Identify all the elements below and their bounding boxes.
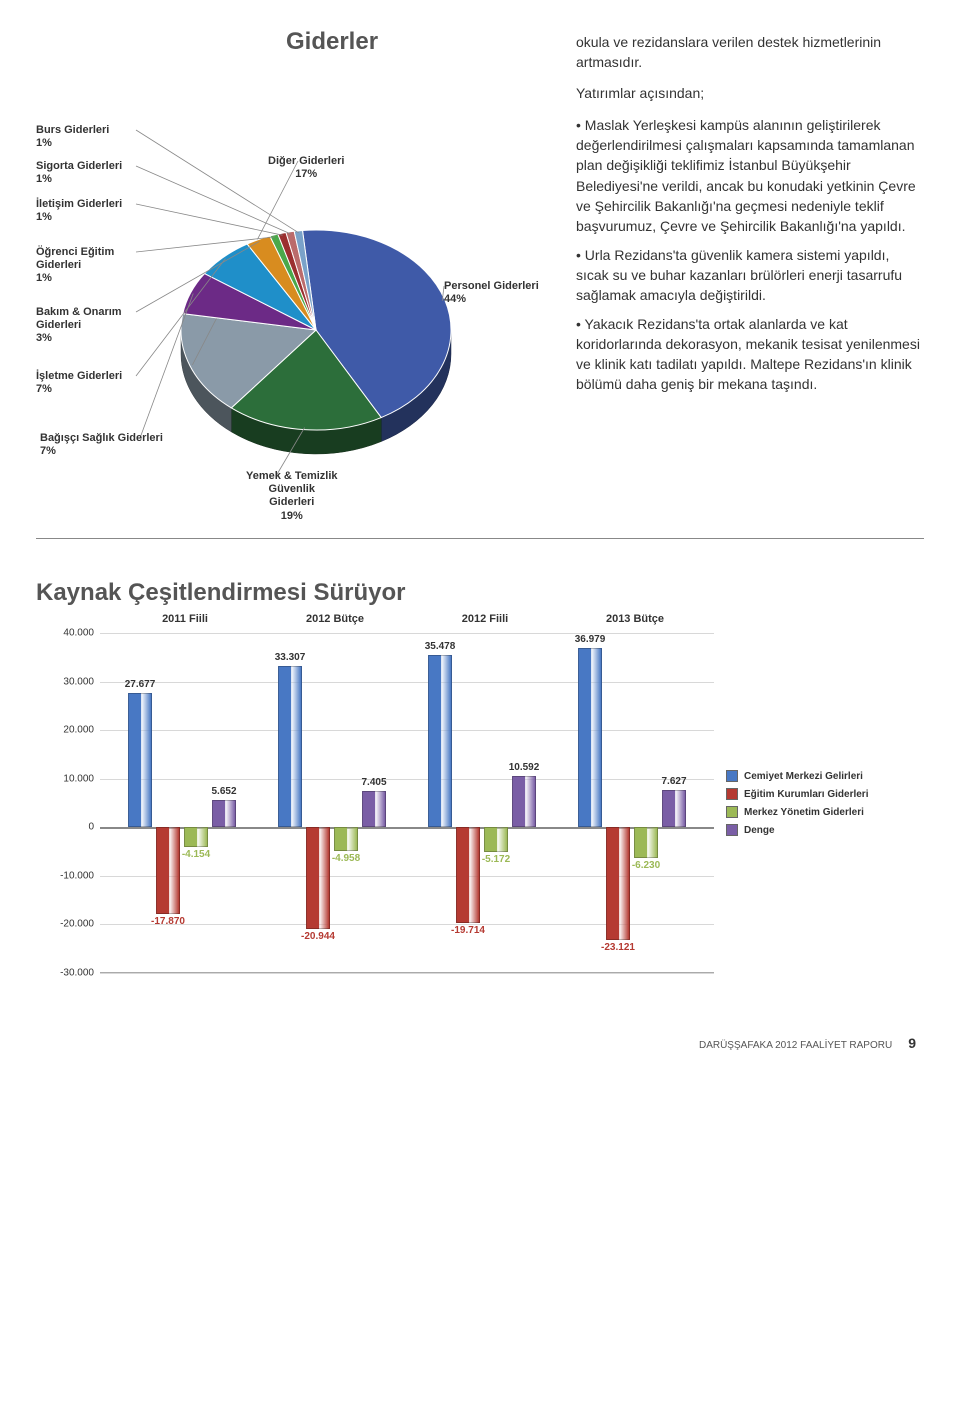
bar-value-label: 33.307	[265, 652, 315, 663]
bar-value-label: -5.172	[471, 854, 521, 865]
pie-slice-label: İşletme Giderleri7%	[36, 370, 122, 396]
pie-slice-label: Burs Giderleri1%	[36, 124, 109, 150]
y-tick-label: -20.000	[60, 919, 94, 930]
bar-value-label: -17.870	[143, 916, 193, 927]
bar-value-label: 7.627	[649, 776, 699, 787]
bar-value-label: 36.979	[565, 634, 615, 645]
bar-group: 2012 Bütçe33.307-20.944-4.9587.405	[270, 633, 400, 972]
bar	[184, 827, 208, 847]
pie-title: Giderler	[286, 28, 556, 56]
bar	[212, 800, 236, 827]
bar	[306, 827, 330, 929]
bar-value-label: 7.405	[349, 777, 399, 788]
pie-slice-label: Sigorta Giderleri1%	[36, 160, 122, 186]
legend-swatch	[726, 770, 738, 782]
bar	[456, 827, 480, 923]
bullet-item: • Urla Rezidans'ta güvenlik kamera siste…	[576, 245, 924, 306]
y-axis: 40.00030.00020.00010.0000-10.000-20.000-…	[46, 633, 100, 973]
pie-slice-label: Diğer Giderleri17%	[268, 155, 344, 181]
bar-value-label: -19.714	[443, 925, 493, 936]
bar	[278, 666, 302, 828]
bar	[484, 827, 508, 852]
page-number: 9	[908, 1035, 916, 1051]
bar-group: 2011 Fiili27.677-17.870-4.1545.652	[120, 633, 250, 972]
legend-row: Denge	[726, 824, 914, 836]
pie-slice-label: Bağışçı Sağlık Giderleri7%	[40, 432, 163, 458]
bullet-list: • Maslak Yerleşkesi kampüs alanının geli…	[576, 115, 924, 395]
legend: Cemiyet Merkezi Gelirleri Eğitim Kurumlar…	[714, 633, 914, 973]
bar	[428, 655, 452, 827]
bar	[578, 648, 602, 828]
bar-title: Kaynak Çeşitlendirmesi Sürüyor	[36, 579, 924, 607]
bar-value-label: -4.958	[321, 853, 371, 864]
bar	[606, 827, 630, 939]
bar-value-label: -4.154	[171, 849, 221, 860]
legend-label: Eğitim Kurumları Giderleri	[744, 789, 868, 800]
legend-row: Cemiyet Merkezi Gelirleri	[726, 770, 914, 782]
bar-value-label: -6.230	[621, 860, 671, 871]
y-tick-label: 30.000	[63, 676, 94, 687]
pie-slice-label: Yemek & TemizlikGüvenlikGiderleri19%	[246, 470, 338, 523]
body-text-column: okula ve rezidanslara verilen destek hiz…	[576, 28, 924, 510]
intro-paragraph: okula ve rezidanslara verilen destek hiz…	[576, 32, 924, 73]
pie-leader	[136, 130, 299, 233]
bar-value-label: -23.121	[593, 942, 643, 953]
bar	[156, 827, 180, 914]
legend-row: Merkez Yönetim Giderleri	[726, 806, 914, 818]
bar-value-label: -20.944	[293, 931, 343, 942]
legend-swatch	[726, 788, 738, 800]
legend-label: Denge	[744, 825, 775, 836]
pie-chart: Personel Giderleri44%Yemek & TemizlikGüv…	[36, 70, 556, 510]
pie-slice-label: Bakım & OnarımGiderleri3%	[36, 306, 122, 346]
legend-row: Eğitim Kurumları Giderleri	[726, 788, 914, 800]
bar	[362, 791, 386, 827]
y-tick-label: 0	[88, 822, 94, 833]
group-title: 2013 Bütçe	[570, 613, 700, 625]
y-tick-label: 10.000	[63, 773, 94, 784]
y-tick-label: -30.000	[60, 968, 94, 979]
legend-swatch	[726, 824, 738, 836]
bar-group: 2013 Bütçe36.979-23.121-6.2307.627	[570, 633, 700, 972]
page-root: Giderler Personel Giderleri44%Yemek & Te…	[0, 0, 960, 1071]
footer-text: DARÜŞŞAFAKA 2012 FAALİYET RAPORU	[699, 1040, 892, 1051]
bar	[634, 827, 658, 857]
pie-slice-label: İletişim Giderleri1%	[36, 198, 122, 224]
pie-slice-label: Öğrenci EğitimGiderleri1%	[36, 246, 114, 286]
upper-section: Giderler Personel Giderleri44%Yemek & Te…	[36, 28, 924, 539]
lead-line: Yatırımlar açısından;	[576, 83, 924, 103]
bar-value-label: 5.652	[199, 786, 249, 797]
legend-label: Cemiyet Merkezi Gelirleri	[744, 771, 863, 782]
bar-group: 2012 Fiili35.478-19.714-5.17210.592	[420, 633, 550, 972]
bar	[334, 827, 358, 851]
lower-section: Kaynak Çeşitlendirmesi Sürüyor 40.000 30.…	[36, 579, 924, 975]
group-title: 2012 Fiili	[420, 613, 550, 625]
y-tick-label: 20.000	[63, 725, 94, 736]
bar	[128, 693, 152, 827]
bar-chart: 40.00030.00020.00010.0000-10.000-20.000-…	[46, 633, 914, 973]
group-title: 2012 Bütçe	[270, 613, 400, 625]
bar-chart-frame: 40.000 30.000 20.000 10.000 0 -10.000 -20.000 -…	[36, 627, 924, 975]
bullet-item: • Maslak Yerleşkesi kampüs alanının geli…	[576, 115, 924, 237]
plot-area: 2011 Fiili27.677-17.870-4.1545.6522012 B…	[100, 633, 714, 973]
bar-value-label: 27.677	[115, 679, 165, 690]
y-tick-label: -10.000	[60, 870, 94, 881]
legend-label: Merkez Yönetim Giderleri	[744, 807, 864, 818]
pie-slice-label: Personel Giderleri44%	[444, 280, 539, 306]
bar-value-label: 10.592	[499, 762, 549, 773]
group-title: 2011 Fiili	[120, 613, 250, 625]
bar-value-label: 35.478	[415, 641, 465, 652]
y-tick-label: 40.000	[63, 628, 94, 639]
bar	[662, 790, 686, 827]
grid-line	[100, 973, 714, 974]
pie-column: Giderler Personel Giderleri44%Yemek & Te…	[36, 28, 556, 510]
page-footer: DARÜŞŞAFAKA 2012 FAALİYET RAPORU 9	[36, 1035, 924, 1051]
bullet-item: • Yakacık Rezidans'ta ortak alanlarda ve…	[576, 314, 924, 395]
legend-swatch	[726, 806, 738, 818]
bar	[512, 776, 536, 827]
